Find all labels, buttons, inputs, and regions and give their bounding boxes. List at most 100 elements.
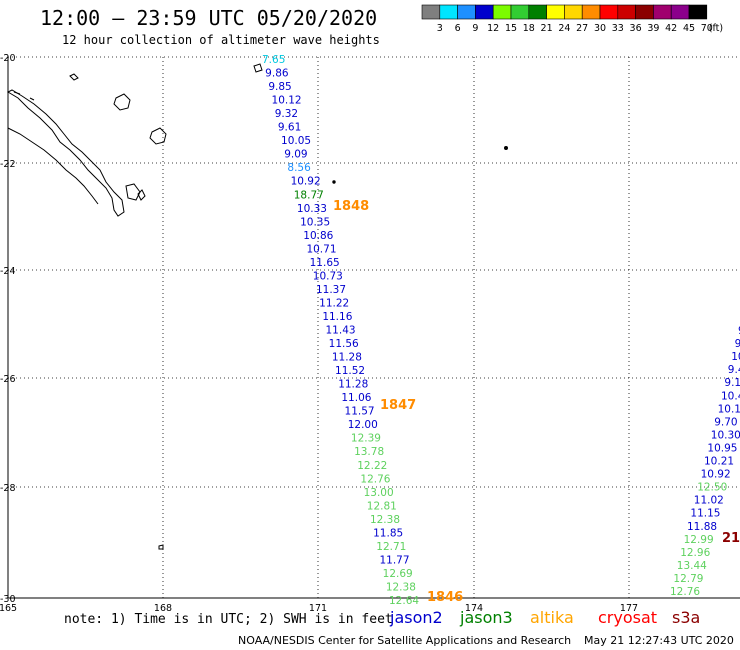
generated-timestamp: May 21 12:27:43 UTC 2020: [584, 634, 734, 647]
wave-height-value: 11.56: [329, 338, 359, 350]
wave-height-value: 7.65: [262, 54, 285, 66]
legend-swatch: [688, 4, 708, 20]
wave-height-value: 12.69: [383, 568, 413, 580]
wave-height-value: 9.4: [728, 364, 740, 376]
credit-line: NOAA/NESDIS Center for Satellite Applica…: [238, 634, 572, 647]
wave-height-value: 12.38: [386, 581, 416, 593]
wave-height-value: 13.00: [364, 487, 394, 499]
longitude-label: 171: [309, 603, 327, 614]
legend-tick-label: 30: [594, 23, 606, 34]
longitude-labels: 165 168 171 174 177: [0, 603, 638, 614]
wave-height-value: 12.71: [376, 541, 406, 553]
altimeter-track-right: 99109.49.110.410.199.7010.3010.9510.2110…: [670, 325, 740, 598]
loyalty-island-2: [149, 127, 167, 145]
longitude-label: 168: [154, 603, 172, 614]
latitude-label: -20: [0, 53, 16, 64]
wave-height-value: 10.92: [701, 469, 731, 481]
satellite-jason2: jason2: [390, 608, 443, 627]
wave-height-value: 11.28: [338, 379, 368, 391]
wave-height-value: 11.02: [694, 495, 724, 507]
wave-height-value: 9.09: [284, 149, 307, 161]
wave-height-value: 10: [731, 351, 740, 363]
satellite-jason3: jason3: [460, 608, 513, 627]
wave-height-value: 12.99: [684, 534, 714, 546]
wave-height-value: 11.06: [341, 392, 371, 404]
new-caledonia-coastline: [6, 89, 125, 217]
wave-height-value: 9.70: [714, 416, 737, 428]
longitude-label: 165: [0, 603, 17, 614]
wave-height-value: 10.86: [303, 230, 333, 242]
wave-height-value: 9.1: [724, 377, 740, 389]
legend-tick-label: 70: [701, 23, 713, 34]
coastlines: [6, 63, 508, 550]
wave-height-value: 10.19: [718, 403, 740, 415]
wave-height-value: 12.79: [673, 573, 703, 585]
wave-height-value: 10.73: [313, 270, 343, 282]
latitude-labels: -20 -22 -24 -26 -28 -30: [0, 53, 16, 605]
islet-small: [253, 63, 263, 73]
legend-tick-label: 6: [455, 23, 461, 34]
wave-height-value: 12.38: [370, 514, 400, 526]
latitude-label: -26: [0, 374, 16, 385]
footer-note: note: 1) Time is in UTC; 2) SWH is in fe…: [64, 612, 393, 627]
legend-tick-label: 18: [523, 23, 535, 34]
wave-height-value: 11.85: [373, 527, 403, 539]
wave-height-value: 12.64: [389, 595, 419, 607]
wave-height-value: 12.81: [367, 500, 397, 512]
latitude-label: -24: [0, 266, 16, 277]
legend-tick-label: 42: [665, 23, 677, 34]
legend-tick-label: 45: [683, 23, 695, 34]
wave-height-value: 11.15: [690, 508, 720, 520]
legend-tick-label: 3: [437, 23, 443, 34]
wave-height-value: 12.76: [360, 473, 390, 485]
latitude-label: -30: [0, 594, 16, 605]
wave-height-value: 11.57: [345, 406, 375, 418]
wave-height-value: 10.30: [711, 429, 740, 441]
wave-height-value: 12.50: [697, 482, 727, 494]
islet-small-2: [158, 544, 164, 550]
satellite-s3a: s3a: [672, 608, 701, 627]
wave-height-value: 18.77: [294, 189, 324, 201]
wave-height-value: 13.78: [354, 446, 384, 458]
wave-height-value: 10.12: [272, 95, 302, 107]
longitude-label: 174: [465, 603, 483, 614]
islet-dot-1: [332, 180, 336, 184]
wave-height-value: 11.28: [332, 352, 362, 364]
map-subtitle: 12 hour collection of altimeter wave hei…: [62, 33, 380, 47]
wave-height-value: 11.22: [319, 297, 349, 309]
wave-height-value: 10.21: [704, 456, 734, 468]
lat-lon-grid: [7, 56, 740, 599]
loyalty-island-3: [125, 183, 141, 201]
legend-tick-label: 21: [541, 23, 553, 34]
pass-time-label: 21: [722, 531, 740, 546]
wave-height-value: 12.39: [351, 433, 381, 445]
legend-tick-label: 9: [472, 23, 478, 34]
wave-height-value: 10.71: [306, 243, 336, 255]
wave-height-value: 11.77: [379, 554, 409, 566]
wave-height-value: 12.00: [348, 419, 378, 431]
longitude-label: 177: [620, 603, 638, 614]
wave-height-value: 11.43: [326, 325, 356, 337]
legend-tick-label: 15: [505, 23, 517, 34]
time-labels: 1848 1847 1846 21: [333, 199, 740, 605]
map-title: 12:00 – 23:59 UTC 05/20/2020: [40, 6, 378, 30]
legend-unit: (ft): [709, 23, 723, 34]
wave-height-value: 9: [738, 325, 740, 337]
latitude-label: -28: [0, 483, 16, 494]
wave-height-value: 10.92: [291, 176, 321, 188]
wave-height-value: 9.32: [275, 108, 298, 120]
wave-height-value: 9: [735, 338, 740, 350]
wave-height-value: 9.61: [278, 122, 301, 134]
wave-height-value: 11.37: [316, 284, 346, 296]
pass-time-label: 1847: [380, 398, 416, 413]
wave-height-legend: 3 6 9 12 15 18 21 24 27 30 33 36 39 42 45 70(ft): [421, 4, 723, 34]
wave-height-value: 12.76: [670, 586, 700, 598]
wave-height-value: 11.52: [335, 365, 365, 377]
wave-height-value: 10.4: [721, 390, 740, 402]
wave-height-value: 10.35: [300, 216, 330, 228]
legend-tick-label: 12: [487, 23, 499, 34]
islets-nw: [13, 73, 79, 101]
pass-time-label: 1846: [427, 590, 463, 605]
